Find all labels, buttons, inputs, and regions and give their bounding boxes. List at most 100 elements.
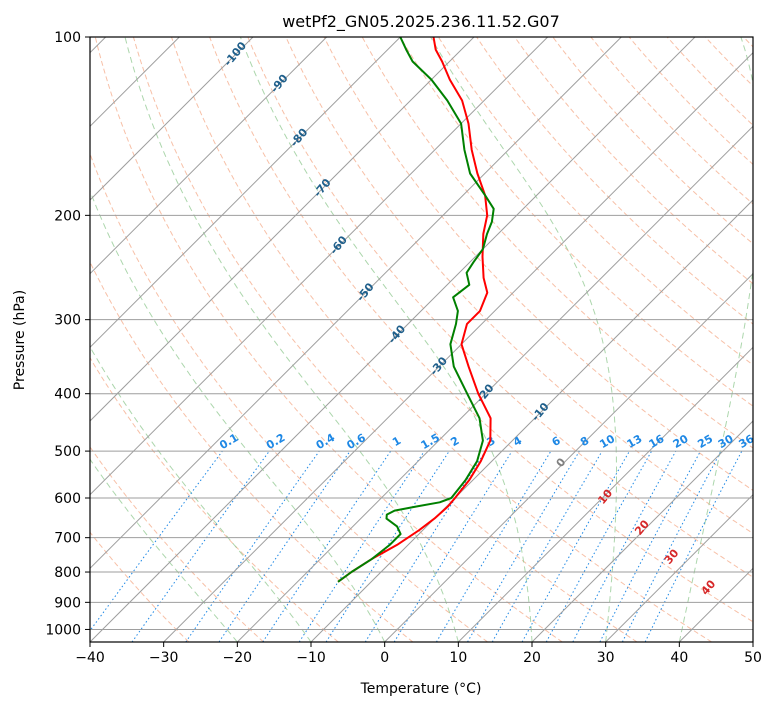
dry-adiabat xyxy=(743,37,753,48)
dry-adiabat xyxy=(90,531,190,642)
isotherm xyxy=(90,37,328,275)
dry-adiabat xyxy=(514,37,753,285)
y-tick-label: 600 xyxy=(54,491,81,507)
x-tick-label: −10 xyxy=(296,650,326,666)
isotherm xyxy=(310,199,753,642)
moist-adiabat xyxy=(90,345,312,642)
dry-adiabat xyxy=(132,37,638,642)
moist-adiabat xyxy=(678,37,753,642)
x-tick-label: 20 xyxy=(523,650,541,666)
dewpoint-line xyxy=(337,37,495,583)
mixing-ratio-line xyxy=(467,450,580,642)
isotherm xyxy=(163,51,753,642)
mixing-ratio-line xyxy=(521,450,630,642)
mixing-ratio-line xyxy=(393,450,513,642)
isotherm xyxy=(457,346,753,642)
y-tick-label: 700 xyxy=(54,531,81,547)
isotherm xyxy=(90,37,622,570)
dry-adiabat xyxy=(90,260,414,642)
mixing-ratio-line xyxy=(298,450,425,642)
sounding-series xyxy=(337,37,495,583)
x-tick-label: −20 xyxy=(223,650,253,666)
isotherm xyxy=(605,493,753,642)
moist-adiabat-label: 10 xyxy=(595,486,615,506)
y-axis-title: Pressure (hPa) xyxy=(12,290,28,390)
dry-adiabat xyxy=(590,37,753,205)
temperature-line xyxy=(337,37,492,583)
isotherm xyxy=(384,272,753,642)
dry-adiabat xyxy=(437,37,753,366)
y-tick-label: 400 xyxy=(54,387,81,403)
dry-adiabat xyxy=(247,37,753,578)
y-tick-label: 100 xyxy=(54,30,81,46)
dry-adiabat xyxy=(90,446,264,642)
dry-adiabat xyxy=(94,37,563,642)
mixing-ratio-label: 16 xyxy=(647,432,667,451)
x-tick-label: 10 xyxy=(449,650,467,666)
moist-adiabat xyxy=(90,189,386,642)
mixing-ratio-line xyxy=(572,450,677,642)
isotherm xyxy=(90,37,254,201)
moist-adiabat xyxy=(124,37,459,642)
mixing-ratio-label: 2 xyxy=(448,434,461,449)
dry-adiabat xyxy=(285,37,753,535)
mixing-ratio-label: 13 xyxy=(625,432,645,451)
mixing-ratio-line xyxy=(90,450,223,632)
isotherm xyxy=(236,125,753,642)
y-tick-label: 800 xyxy=(54,565,81,581)
x-axis-title: Temperature (°C) xyxy=(360,681,482,697)
moist-adiabat xyxy=(430,37,617,642)
mixing-ratio-line xyxy=(599,450,701,642)
x-tick-label: 30 xyxy=(597,650,615,666)
mixing-ratio-label: 30 xyxy=(716,432,736,451)
dry-adiabat xyxy=(361,37,753,449)
x-tick-label: 0 xyxy=(380,650,389,666)
mixing-ratio-line xyxy=(131,450,270,642)
mixing-ratio-label: 36 xyxy=(736,432,756,451)
mixing-ratio-label: 4 xyxy=(511,434,524,449)
isotherm xyxy=(531,420,753,642)
isotherm xyxy=(678,567,753,642)
dry-adiabat xyxy=(209,37,753,623)
mixing-ratio-label: 1 xyxy=(390,434,403,449)
mixing-ratio-label: 25 xyxy=(695,432,715,451)
mixing-ratio-label: 0.6 xyxy=(345,431,369,452)
x-tick-label: 50 xyxy=(744,650,762,666)
mixing-ratio-line xyxy=(644,450,743,642)
chart-title: wetPf2_GN05.2025.236.11.52.G07 xyxy=(282,12,560,32)
mixing-ratio-line xyxy=(545,450,653,642)
isotherm xyxy=(90,37,696,642)
x-tick-label: −40 xyxy=(75,650,105,666)
dry-adiabat xyxy=(399,37,753,407)
moist-adiabat xyxy=(90,458,238,642)
x-tick-label: −30 xyxy=(149,650,179,666)
dry-adiabat xyxy=(90,356,339,642)
moist-adiabat-label: 30 xyxy=(662,546,682,566)
mixing-ratio-label: 1.5 xyxy=(419,431,442,452)
y-tick-label: 900 xyxy=(54,595,81,611)
isotherm xyxy=(752,641,753,642)
moist-adiabat-label: 40 xyxy=(699,577,719,597)
dry-adiabat-label: -100 xyxy=(221,39,249,69)
mixing-ratio-line xyxy=(621,450,722,642)
mixing-ratio-label: 0.4 xyxy=(314,431,338,452)
dry-adiabat xyxy=(171,37,712,642)
isotherm xyxy=(90,37,401,349)
dry-adiabat xyxy=(704,37,753,87)
mixing-ratio-label: 20 xyxy=(671,432,691,451)
mixing-ratio-line xyxy=(262,450,392,642)
dry-adiabat xyxy=(323,37,753,491)
mixing-ratio-line xyxy=(185,450,320,642)
y-tick-label: 1000 xyxy=(45,622,81,638)
x-tick-label: 40 xyxy=(670,650,688,666)
moist-adiabat-label: 0 xyxy=(554,455,569,469)
grid-layer xyxy=(90,37,753,642)
moist-adiabat xyxy=(239,37,533,642)
mixing-ratio-label: 0.2 xyxy=(264,431,287,452)
mixing-ratio-label: 10 xyxy=(597,432,617,451)
isotherm xyxy=(90,37,549,496)
y-tick-label: 300 xyxy=(54,313,81,329)
dry-adiabat xyxy=(666,37,753,126)
